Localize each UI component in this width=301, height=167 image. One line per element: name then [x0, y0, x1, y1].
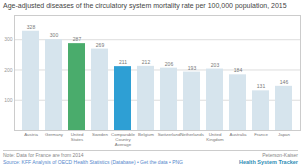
svg-text:Netherlands: Netherlands: [180, 132, 204, 137]
svg-text:200: 200: [4, 67, 13, 73]
html-text:Source: KFF Analysis of OECD H: Source: KFF Analysis of OECD Health Stat…: [3, 158, 183, 165]
svg-text:212: 212: [142, 59, 151, 65]
svg-text:Australia: Australia: [229, 132, 247, 137]
svg-text:Japan: Japan: [278, 132, 291, 137]
html-text:Peterson-Kaiser: Peterson-Kaiser: [262, 152, 298, 158]
svg-text:203: 203: [211, 62, 220, 68]
svg-text:300: 300: [50, 32, 59, 38]
svg-text:211: 211: [119, 59, 127, 65]
svg-text:Belgium: Belgium: [138, 132, 154, 137]
svg-text:ComparableCountryAverage: ComparableCountryAverage: [111, 132, 135, 147]
svg-text:UnitedStates: UnitedStates: [71, 132, 84, 142]
svg-text:100: 100: [4, 97, 13, 103]
svg-text:287: 287: [73, 36, 82, 42]
svg-text:UnitedKingdom: UnitedKingdom: [206, 132, 224, 142]
svg-text:328: 328: [27, 24, 36, 30]
svg-text:Austria: Austria: [24, 132, 38, 137]
svg-text:Switzerland: Switzerland: [158, 132, 181, 137]
svg-text:269: 269: [96, 42, 105, 48]
svg-text:146: 146: [280, 79, 289, 85]
svg-text:300: 300: [4, 36, 13, 42]
svg-text:184: 184: [234, 67, 243, 73]
html-text:Health System Tracker: Health System Tracker: [239, 158, 298, 165]
svg-text:206: 206: [165, 61, 174, 67]
svg-text:131: 131: [257, 84, 266, 90]
svg-text:193: 193: [188, 65, 197, 71]
svg-text:France: France: [254, 132, 268, 137]
html-text:Age-adjusted diseases of the c: Age-adjusted diseases of the circulatory…: [3, 2, 287, 9]
html-text:Note: Data for France are from: Note: Data for France are from 2014: [3, 152, 84, 158]
svg-text:Germany: Germany: [45, 132, 64, 137]
svg-text:Sweden: Sweden: [92, 132, 108, 137]
